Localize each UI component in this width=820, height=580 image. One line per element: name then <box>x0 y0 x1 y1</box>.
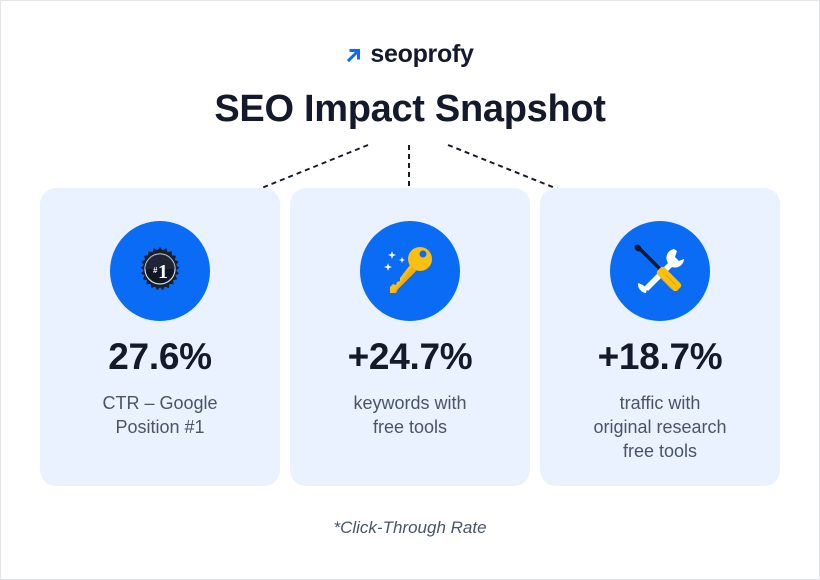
stat-description: CTR – Google Position #1 <box>102 393 218 437</box>
dotted-arrows <box>227 144 589 205</box>
brand-logo: seoprofy <box>0 40 820 69</box>
stat-value: +18.7% <box>597 336 723 377</box>
key-icon <box>384 247 432 293</box>
stat-value: 27.6% <box>108 336 212 377</box>
svg-text:1: 1 <box>158 261 168 283</box>
svg-text:#: # <box>153 266 158 275</box>
stat-value: +24.7% <box>347 336 473 377</box>
rank-number-one-badge-icon: # 1 <box>140 247 180 291</box>
stat-card-ctr: # 1 27.6% CTR – Google Position #1 <box>40 188 280 486</box>
footnote: *Click-Through Rate <box>333 518 487 537</box>
icon-circle: # 1 <box>110 221 210 321</box>
icon-circle <box>610 221 710 321</box>
brand-name: seoprofy <box>370 40 474 68</box>
arrow-up-right-icon <box>347 48 361 62</box>
stat-card-traffic: +18.7% traffic with original research fr… <box>540 188 780 486</box>
stat-card-keywords: +24.7% keywords with free tools <box>290 188 530 486</box>
icon-circle <box>360 221 460 321</box>
sparkle-icon <box>384 251 405 271</box>
stat-description: keywords with free tools <box>353 393 467 437</box>
stat-description: traffic with original research free tool… <box>593 393 727 461</box>
screwdriver-icon <box>634 244 682 292</box>
page-title: SEO Impact Snapshot <box>214 88 606 130</box>
wrench-screwdriver-icon <box>634 244 684 293</box>
